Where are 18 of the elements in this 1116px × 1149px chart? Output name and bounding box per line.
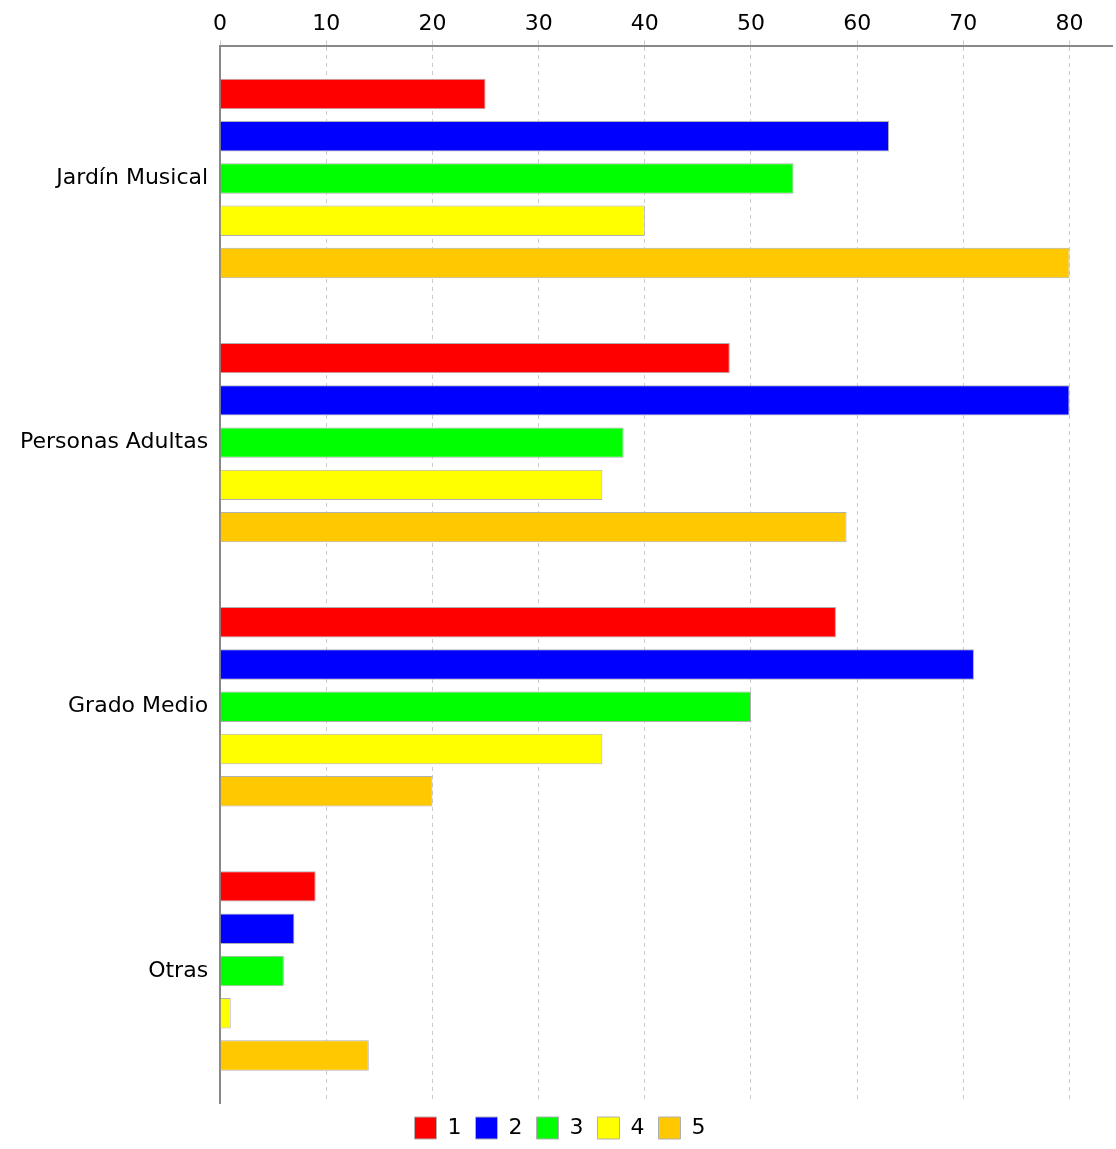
x-tick-label: 10	[312, 9, 341, 35]
x-tick-label: 20	[418, 9, 447, 35]
legend-label: 1	[447, 1113, 462, 1139]
y-tick-label: Jardín Musical	[54, 164, 209, 190]
legend-label: 5	[691, 1113, 706, 1139]
x-tick-label: 0	[213, 9, 228, 35]
y-tick-label: Personas Adultas	[19, 428, 209, 454]
x-tick-label: 40	[630, 9, 659, 35]
legend-label: 4	[630, 1113, 645, 1139]
legend-label: 3	[569, 1113, 584, 1139]
x-tick-label: 50	[737, 9, 765, 35]
legend-label: 2	[508, 1113, 523, 1139]
y-tick-label: Grado Medio	[68, 692, 209, 718]
x-tick-label: 30	[524, 9, 553, 35]
x-tick-label: 70	[949, 9, 978, 35]
x-tick-label: 60	[843, 9, 872, 35]
y-tick-label: Otras	[148, 956, 209, 982]
x-tick-label: 80	[1055, 9, 1084, 35]
